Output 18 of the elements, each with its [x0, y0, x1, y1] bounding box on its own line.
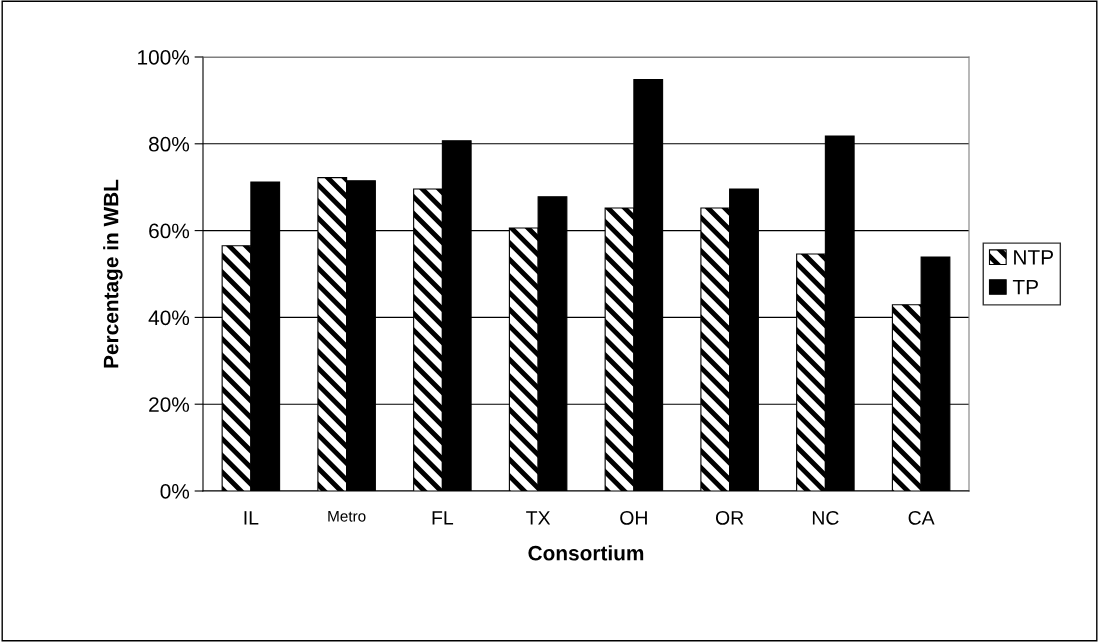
x-tick-label: IL — [244, 511, 259, 525]
y-tick-label: 0% — [160, 484, 190, 499]
x-tick-label: CA — [908, 510, 935, 525]
legend-label: NTP — [1014, 250, 1053, 265]
y-tick-label: 80% — [149, 136, 190, 152]
y-tick-label: 20% — [149, 397, 190, 412]
x-tick-label: OR — [715, 510, 744, 525]
y-axis-title: Percentage in WBL — [103, 179, 123, 368]
x-tick-label: NC — [812, 510, 839, 525]
y-tick-label: 40% — [148, 310, 190, 326]
x-tick-label: FL — [432, 511, 454, 525]
y-tick-label: 100% — [138, 50, 190, 65]
x-tick-label: TX — [526, 511, 551, 525]
y-tick-label: 60% — [149, 223, 190, 239]
x-axis-title: Consortium — [528, 545, 644, 561]
x-tick-label: Metro — [328, 511, 366, 522]
x-tick-label: OH — [620, 510, 647, 525]
legend-label: TP — [1012, 279, 1038, 295]
